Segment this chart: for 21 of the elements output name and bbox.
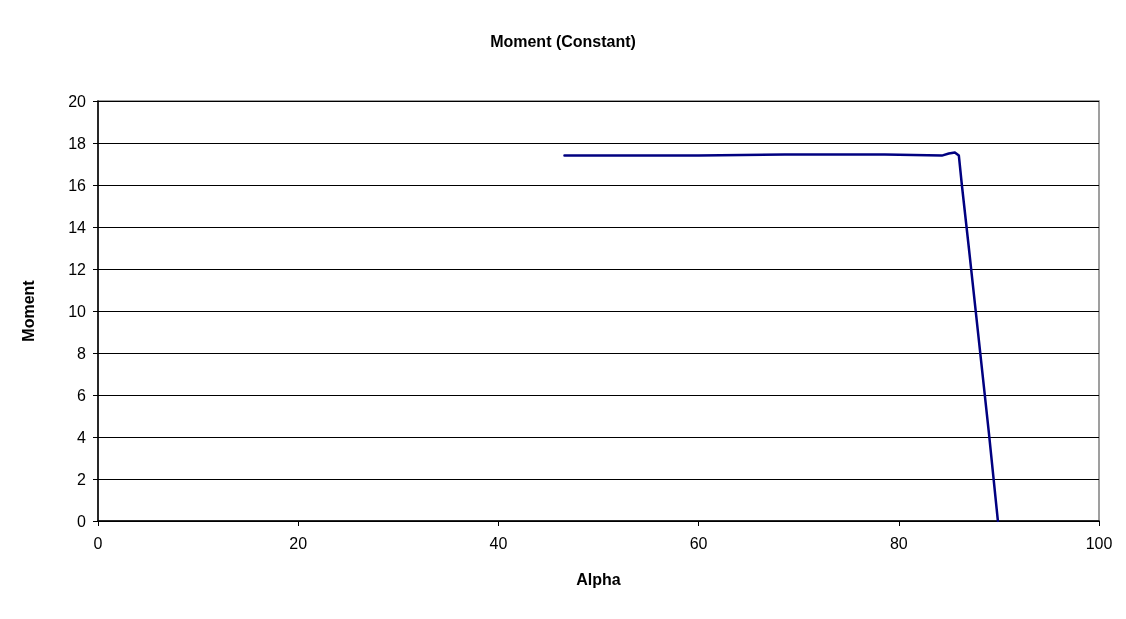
y-tick-label: 0 [77,512,87,530]
x-tick-label: 80 [889,534,908,552]
x-tick-label: 40 [489,534,508,552]
y-tick-label: 12 [68,260,87,278]
y-tick-label: 14 [68,218,87,236]
x-axis-title: Alpha [576,570,621,588]
line-series [563,151,1000,523]
y-tick-label: 2 [77,470,87,488]
y-tick-label: 10 [68,302,87,320]
x-tick-label: 20 [289,534,308,552]
y-tick-label: 20 [68,92,87,110]
x-tick-label: 0 [93,534,103,552]
x-tick-label: 100 [1085,534,1113,552]
y-tick-label: 16 [68,176,87,194]
x-tick-label: 60 [689,534,708,552]
y-tick-label: 4 [77,428,87,446]
y-tick-label: 8 [77,344,87,362]
y-tick-label: 18 [68,134,87,152]
y-tick-label: 6 [77,386,87,404]
chart-title: Moment (Constant) [490,32,636,50]
y-axis-title: Moment [19,279,37,342]
